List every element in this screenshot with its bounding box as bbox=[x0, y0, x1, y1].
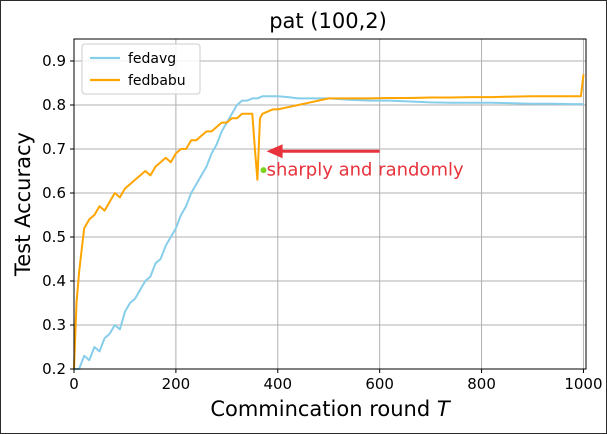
y-tick-label-3: 0.5 bbox=[42, 228, 66, 246]
x-axis-label-italic: T bbox=[437, 397, 452, 421]
legend-label-fedbabu: fedbabu bbox=[128, 73, 186, 89]
y-axis-label: Test Accuracy bbox=[11, 132, 35, 277]
series-line-fedavg bbox=[74, 95, 584, 370]
x-tick-label-0: 0 bbox=[69, 375, 79, 393]
x-axis-label-text: Commincation round bbox=[210, 397, 430, 421]
x-tick-label-4: 800 bbox=[467, 375, 496, 393]
annotation-dot bbox=[260, 167, 267, 174]
y-tick-label-2: 0.4 bbox=[42, 272, 66, 290]
x-axis-label: Commincation round T bbox=[210, 397, 452, 421]
y-tick-label-0: 0.2 bbox=[42, 360, 66, 378]
y-tick-label-4: 0.6 bbox=[42, 184, 66, 202]
x-tick-label-1: 200 bbox=[162, 375, 191, 393]
annotation-arrowhead bbox=[266, 144, 283, 159]
y-tick-label-5: 0.7 bbox=[42, 140, 66, 158]
plot-area-border bbox=[73, 38, 587, 370]
chart-title: pat (100,2) bbox=[269, 9, 387, 33]
y-tick-label-6: 0.8 bbox=[42, 96, 66, 114]
series-lines bbox=[73, 74, 585, 370]
y-tick-label-1: 0.3 bbox=[42, 316, 66, 334]
x-tick-label-3: 600 bbox=[365, 375, 394, 393]
y-tick-label-7: 0.9 bbox=[42, 52, 66, 70]
grid bbox=[73, 39, 586, 370]
x-tick-label-5: 1000 bbox=[564, 375, 602, 393]
annotation: sharply and randomly bbox=[260, 144, 464, 180]
legend: fedavg fedbabu bbox=[81, 43, 201, 95]
annotation-text: sharply and randomly bbox=[267, 159, 464, 180]
x-tick-label-2: 400 bbox=[263, 375, 292, 393]
legend-label-fedavg: fedavg bbox=[128, 51, 176, 67]
legend-box bbox=[81, 43, 201, 95]
tick-labels: 0 200 400 600 800 1000 0.2 0.3 0.4 0.5 0.6 0.7 0.8 0.… bbox=[42, 52, 602, 393]
series-line-fedbabu bbox=[73, 74, 585, 370]
